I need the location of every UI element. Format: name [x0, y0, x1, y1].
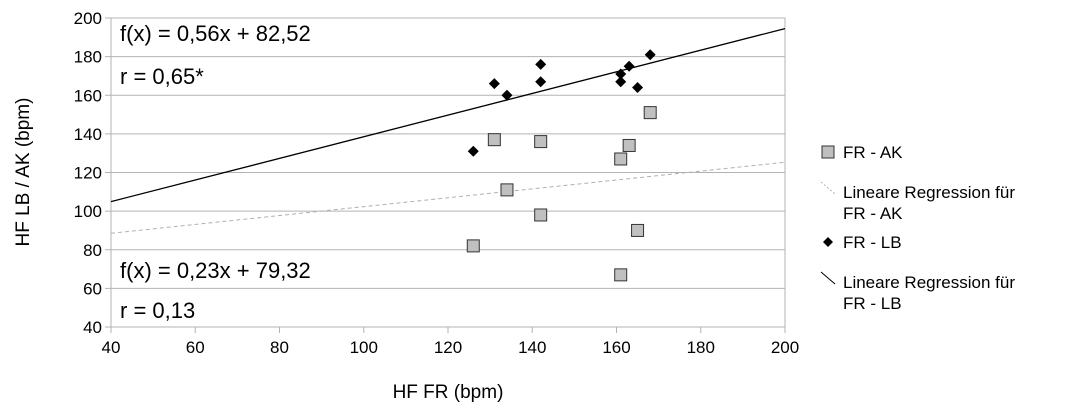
data-point-fr-lb-9 — [644, 49, 656, 61]
y-tick-label-200: 200 — [74, 9, 102, 28]
trendlines — [110, 27, 786, 234]
data-point-fr-ak-7 — [622, 138, 636, 152]
x-axis-title: HF FR (bpm) — [393, 382, 504, 403]
x-tick-label-160: 160 — [602, 338, 630, 357]
data-point-fr-lb-5 — [615, 68, 627, 80]
x-tick-label-120: 120 — [434, 338, 462, 357]
y-tick-label-140: 140 — [74, 125, 102, 144]
legend-item-1-label: FR - AK — [843, 204, 903, 223]
data-point-fr-lb-7 — [623, 60, 635, 72]
x-axis-ticks: 40 60 80 100 120 140 160 180 200 — [102, 327, 799, 357]
ak-r-annotation: r = 0,13 — [120, 298, 195, 323]
data-point-fr-ak-8 — [631, 223, 645, 237]
legend-item-3-label: Lineare Regression für — [843, 273, 1015, 292]
y-axis-ticks: 40 60 80 100 120 140 160 180 200 — [74, 9, 111, 337]
y-axis-title: HF LB / AK (bpm) — [13, 98, 34, 247]
data-point-fr-lb-4 — [535, 76, 547, 88]
y-tick-label-60: 60 — [83, 279, 102, 298]
data-point-fr-lb-3 — [535, 58, 547, 70]
regression-line-fr-lb — [110, 27, 786, 203]
data-point-fr-ak-2 — [500, 183, 514, 197]
x-tick-label-100: 100 — [350, 338, 378, 357]
legend-item-0-label: FR - AK — [843, 143, 903, 162]
data-point-fr-lb-0 — [467, 145, 479, 157]
x-tick-label-80: 80 — [270, 338, 289, 357]
ak-equation-annotation: f(x) = 0,23x + 79,32 — [120, 258, 311, 283]
y-tick-label-40: 40 — [83, 318, 102, 337]
legend-item-2-symbol-diamond-icon — [823, 237, 833, 247]
data-point-fr-ak-6 — [614, 268, 628, 282]
lb-equation-annotation: f(x) = 0,56x + 82,52 — [120, 21, 311, 46]
data-point-fr-ak-0 — [466, 239, 480, 253]
data-point-fr-ak-5 — [614, 152, 628, 166]
data-point-fr-lb-8 — [632, 82, 644, 94]
y-tick-label-180: 180 — [74, 48, 102, 67]
lb-r-annotation: r = 0,65* — [120, 64, 204, 89]
x-tick-label-180: 180 — [687, 338, 715, 357]
data-point-fr-lb-6 — [615, 76, 627, 88]
x-tick-label-140: 140 — [518, 338, 546, 357]
y-tick-label-160: 160 — [74, 86, 102, 105]
data-points — [466, 49, 657, 282]
legend-item-2-label: FR - LB — [843, 233, 902, 252]
x-tick-label-40: 40 — [102, 338, 121, 357]
x-tick-label-200: 200 — [771, 338, 799, 357]
x-tick-label-60: 60 — [186, 338, 205, 357]
legend-item-1-symbol-line-icon — [820, 181, 836, 195]
data-point-fr-ak-4 — [534, 208, 548, 222]
data-point-fr-ak-3 — [534, 135, 548, 149]
data-point-fr-lb-1 — [488, 78, 500, 90]
data-point-fr-ak-1 — [487, 133, 501, 147]
legend-item-3-label: FR - LB — [843, 294, 902, 313]
legend-item-0-symbol-square-icon — [821, 145, 835, 159]
data-point-fr-lb-2 — [501, 89, 513, 101]
legend-item-3-symbol-line-icon — [820, 271, 836, 285]
data-point-fr-ak-9 — [643, 106, 657, 120]
legend: FR - AK Lineare Regression für FR - AK FR -… — [820, 143, 1015, 313]
regression-line-fr-ak — [110, 161, 786, 234]
legend-item-1-label: Lineare Regression für — [843, 183, 1015, 202]
y-tick-label-120: 120 — [74, 164, 102, 183]
y-tick-label-100: 100 — [74, 202, 102, 221]
y-tick-label-80: 80 — [83, 241, 102, 260]
